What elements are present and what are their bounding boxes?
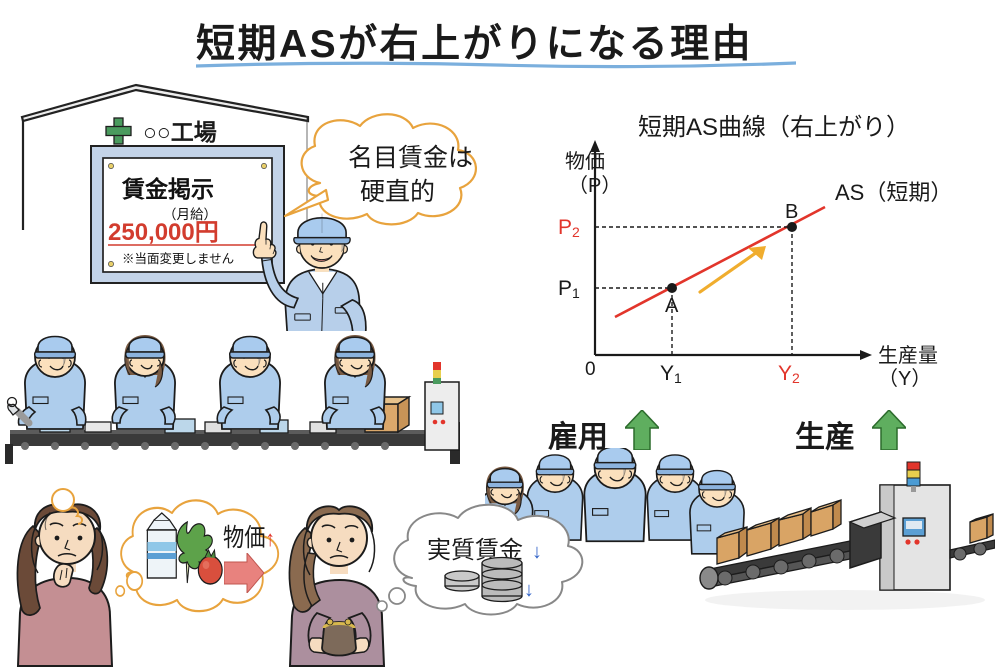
svg-text:（Y）: （Y）	[878, 367, 931, 390]
svg-text:↓: ↓	[524, 579, 534, 601]
svg-text:短期AS曲線（右上がり）: 短期AS曲線（右上がり）	[638, 114, 910, 141]
svg-text:○○工場: ○○工場	[143, 119, 217, 145]
svg-text:名目賃金は: 名目賃金は	[348, 144, 473, 172]
svg-text:B: B	[785, 201, 798, 223]
svg-text:↓: ↓	[532, 541, 542, 563]
svg-text:物価: 物価	[565, 150, 605, 173]
svg-text:Y1: Y1	[660, 362, 682, 386]
svg-text:P1: P1	[558, 277, 580, 301]
svg-text:賃金掲示: 賃金掲示	[121, 176, 214, 202]
svg-text:Y2: Y2	[778, 362, 800, 386]
svg-text:250,000円: 250,000円	[108, 219, 219, 246]
svg-text:AS（短期）: AS（短期）	[835, 180, 952, 205]
svg-text:物価: 物価	[223, 523, 265, 551]
svg-text:※当面変更しません: ※当面変更しません	[122, 251, 234, 266]
svg-text:P2: P2	[558, 216, 580, 240]
svg-text:A: A	[665, 295, 679, 317]
svg-text:生産量: 生産量	[878, 344, 938, 367]
svg-text:0: 0	[585, 359, 596, 380]
svg-text:（P）: （P）	[568, 174, 621, 197]
